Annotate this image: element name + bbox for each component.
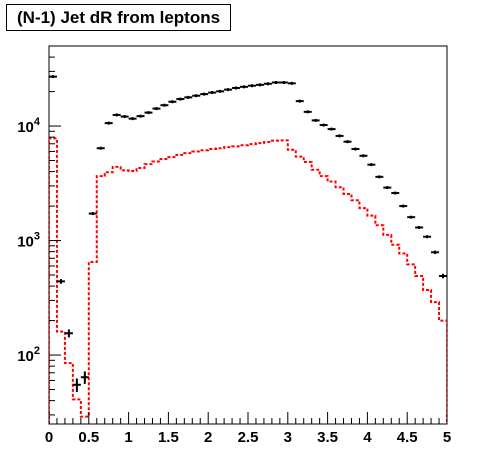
x-tick-label: 3.5 — [317, 429, 338, 446]
data-point — [423, 235, 432, 239]
data-point — [168, 100, 177, 104]
data-point — [104, 121, 113, 125]
data-point — [311, 118, 320, 122]
red-histogram-line — [49, 137, 447, 424]
data-point — [224, 88, 233, 92]
data-point — [56, 279, 65, 284]
y-tick-label: 104 — [17, 116, 41, 136]
data-point — [112, 113, 121, 117]
x-tick-label: 0.5 — [78, 429, 99, 446]
data-point — [248, 84, 256, 88]
data-point — [351, 147, 360, 151]
x-tick-label: 5 — [443, 429, 451, 446]
data-point — [49, 75, 57, 79]
data-point — [319, 123, 328, 127]
data-point — [200, 92, 209, 96]
data-point — [263, 82, 272, 86]
x-tick-label: 3 — [284, 429, 292, 446]
data-point — [391, 191, 400, 195]
data-point — [128, 117, 137, 121]
chart-title: (N-1) Jet dR from leptons — [6, 4, 232, 31]
data-point — [415, 226, 424, 230]
data-point — [279, 81, 288, 85]
x-tick-label: 4.5 — [397, 429, 418, 446]
data-point — [80, 371, 89, 384]
data-point — [96, 146, 105, 150]
data-point — [431, 250, 440, 255]
y-tick-label: 102 — [17, 345, 40, 365]
data-point — [439, 273, 447, 279]
data-point — [120, 115, 129, 119]
data-point — [176, 97, 185, 101]
plot-marks — [49, 75, 447, 424]
data-point — [240, 85, 248, 89]
data-point — [287, 81, 296, 85]
data-point — [160, 103, 169, 107]
x-tick-label: 1.5 — [158, 429, 179, 446]
x-tick-label: 0 — [45, 429, 53, 446]
x-tick-label: 2 — [204, 429, 212, 446]
data-point — [367, 163, 376, 167]
data-point — [271, 81, 280, 85]
data-point — [303, 110, 312, 114]
data-point — [232, 86, 241, 90]
data-point — [383, 186, 392, 190]
data-point — [359, 154, 368, 158]
y-tick-label: 103 — [17, 231, 40, 251]
data-point — [64, 329, 73, 338]
data-point — [335, 134, 344, 138]
data-point — [136, 114, 145, 118]
data-point — [375, 175, 384, 179]
data-point — [407, 215, 416, 219]
data-point — [192, 94, 201, 98]
x-tick-label: 2.5 — [238, 429, 259, 446]
data-point — [295, 99, 304, 103]
data-point — [152, 107, 161, 111]
data-point — [88, 212, 97, 216]
data-point — [343, 140, 352, 144]
plot-frame — [48, 45, 448, 425]
x-tick-label: 4 — [363, 429, 372, 446]
x-tick-label: 1 — [124, 429, 132, 446]
data-point — [72, 378, 81, 392]
data-point — [327, 127, 336, 131]
data-point — [184, 95, 193, 99]
data-point — [144, 111, 153, 115]
axes: 0 0.5 1 1.5 2 2.5 3 3.5 4 4.5 5 102 103 104 — [17, 45, 451, 446]
data-point — [399, 204, 408, 208]
data-point — [216, 89, 225, 93]
data-point — [255, 83, 264, 87]
data-point — [208, 91, 217, 95]
